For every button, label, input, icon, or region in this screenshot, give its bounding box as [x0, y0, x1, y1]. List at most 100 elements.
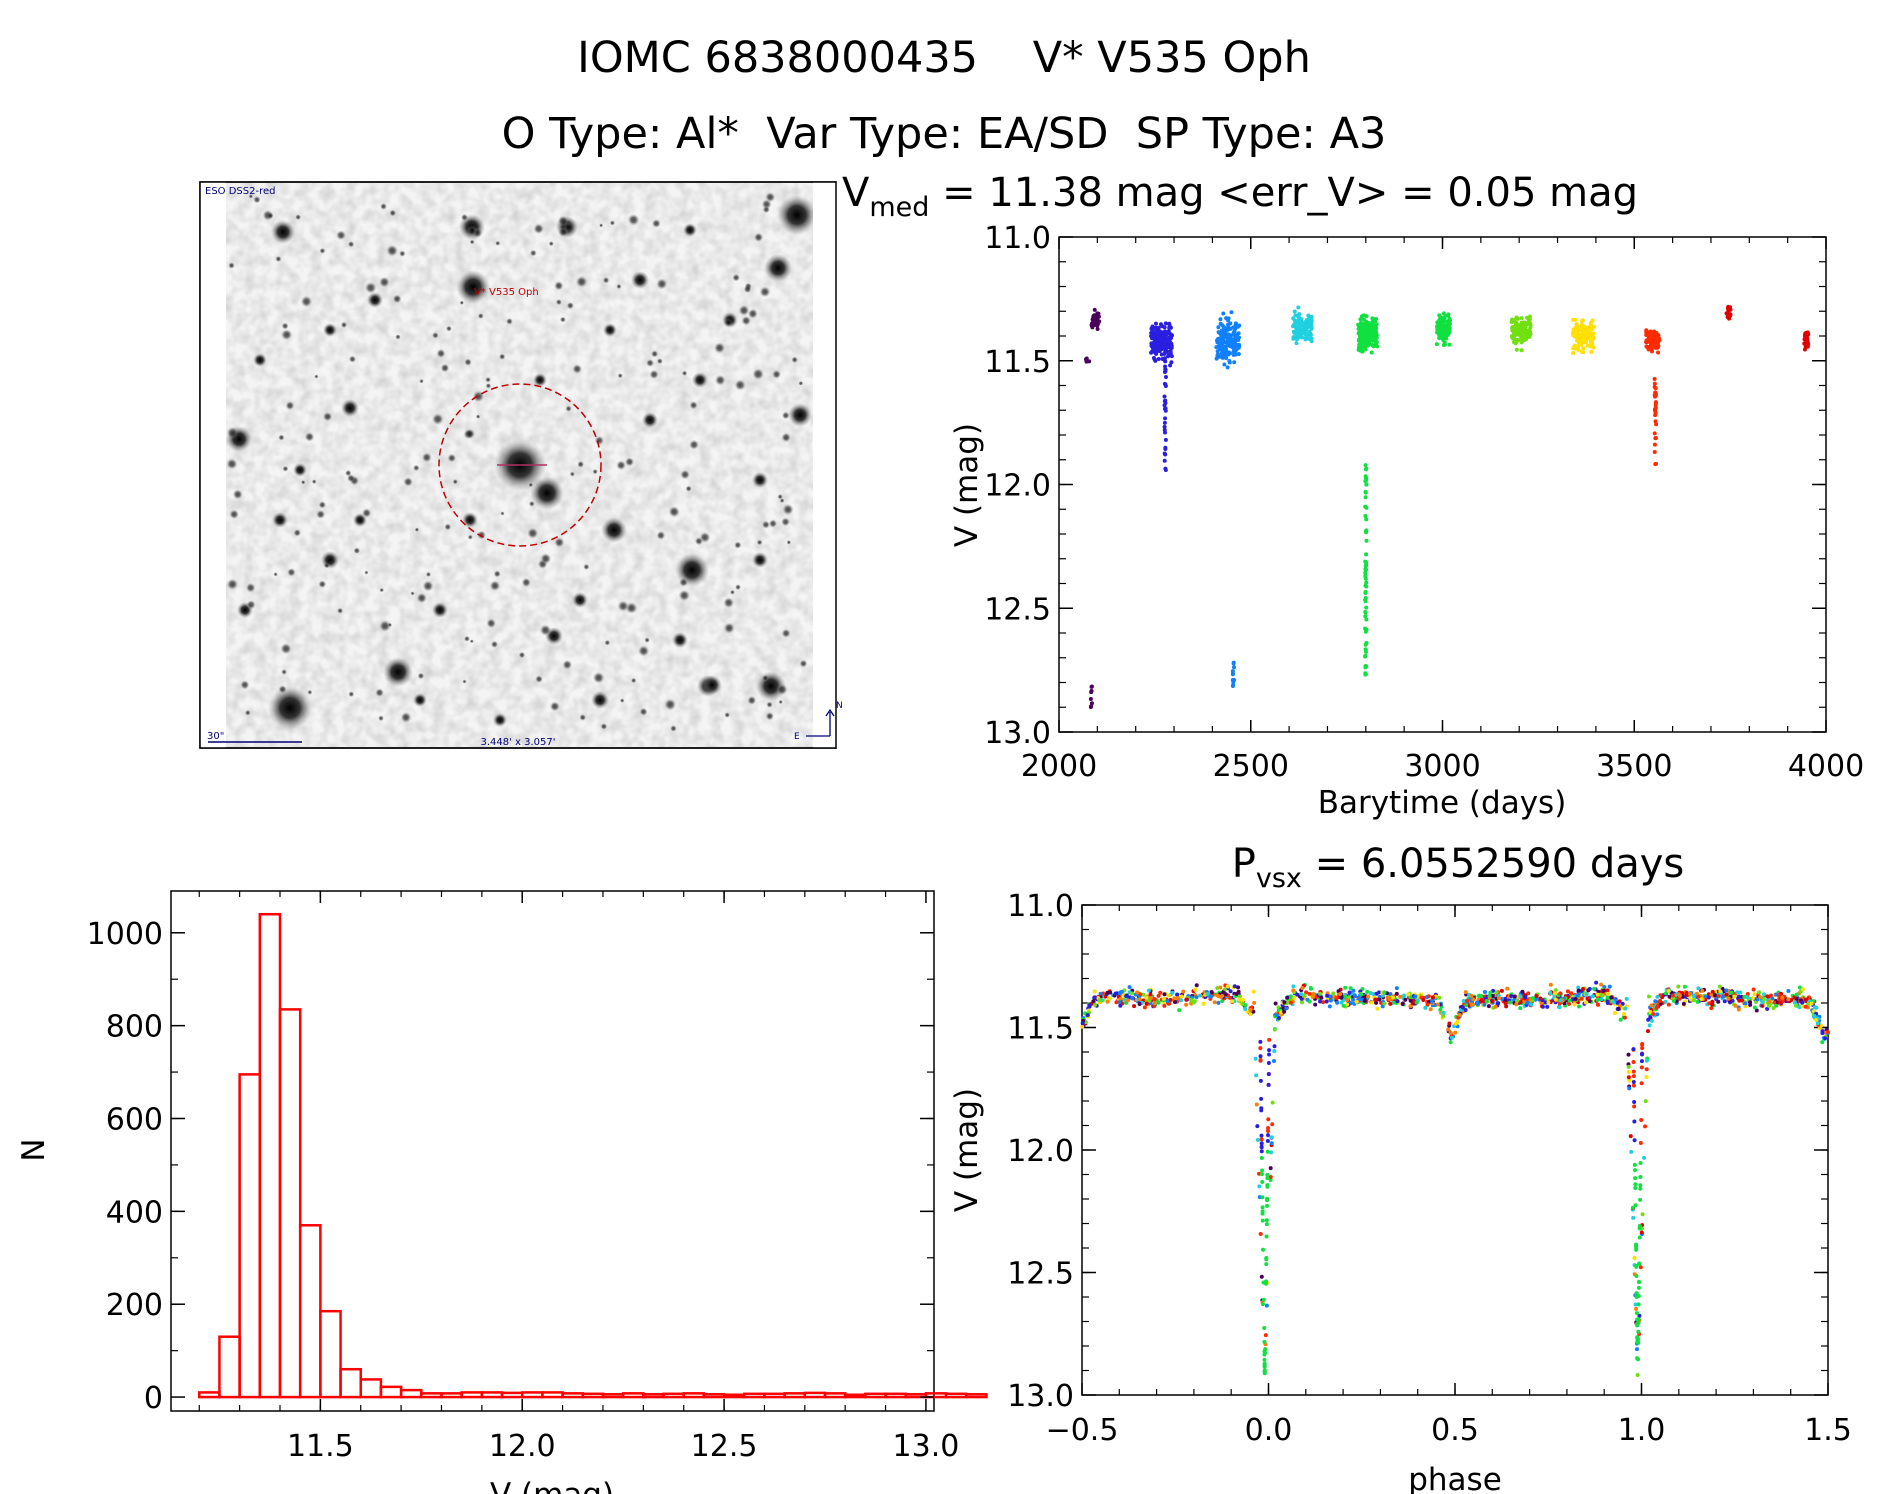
faint-star: [743, 285, 752, 294]
histogram-bar: [884, 1392, 907, 1399]
phased-point: [1575, 993, 1580, 998]
light-curve-point: [1237, 342, 1242, 347]
faint-star: [387, 622, 393, 627]
finder-target-label: V* V535 Oph: [474, 287, 539, 298]
faint-star: [650, 350, 659, 358]
phased-point: [1545, 1004, 1550, 1009]
phased-point: [1626, 1064, 1631, 1069]
phased-point: [1237, 997, 1242, 1002]
finder-scale-label: 30": [207, 731, 224, 742]
phased-eclipse-point: [1260, 1168, 1265, 1173]
phased-point: [1138, 992, 1143, 997]
phased-point: [1406, 992, 1411, 997]
faint-star: [617, 600, 629, 612]
phased-eclipse-point: [1258, 1058, 1263, 1063]
finder-chart: ESO DSS2-red V* V535 Oph 30" 3.448' x 3.…: [199, 181, 843, 749]
phased-point: [1092, 995, 1097, 1000]
y-tick-label: 600: [106, 1103, 163, 1138]
phased-point: [1177, 1008, 1182, 1013]
y-tick-label: 11.5: [984, 345, 1051, 380]
phased-point: [1695, 999, 1700, 1004]
phased-point: [1463, 1008, 1468, 1013]
phased-point: [1612, 1011, 1617, 1016]
light-curve-point: [1573, 330, 1578, 335]
field-star: [530, 476, 564, 510]
phased-point: [1767, 999, 1772, 1004]
phased-point: [1590, 994, 1595, 999]
phased-point: [1814, 1018, 1819, 1023]
faint-star: [307, 689, 313, 695]
phased-point: [1243, 1003, 1248, 1008]
light-curve-eclipse-point: [1162, 458, 1167, 463]
light-curve-point: [1160, 333, 1165, 338]
light-curve-point: [1236, 352, 1241, 357]
phased-point: [1724, 992, 1729, 997]
phased-point: [1351, 988, 1356, 993]
phased-point: [1448, 1030, 1453, 1035]
light-curve-point: [1214, 356, 1219, 361]
faint-star: [540, 553, 552, 565]
phased-point: [1644, 1075, 1649, 1080]
light-curve-point: [1442, 342, 1447, 347]
faint-star: [549, 701, 560, 712]
light-curve-point: [1215, 338, 1220, 343]
faint-star: [572, 364, 583, 374]
phased-point: [1274, 1013, 1279, 1018]
light-curve-point: [1512, 318, 1517, 323]
faint-star: [419, 378, 424, 384]
phased-point: [1390, 995, 1395, 1000]
y-tick-label: 11.5: [1007, 1012, 1074, 1047]
phased-axes: −0.5 0.0 0.5 1.0 1.5 11.0 11.5 12.0 12.5 13.0: [1007, 889, 1852, 1448]
phased-point: [1288, 1000, 1293, 1005]
light-curve-eclipse-point: [1363, 589, 1368, 594]
phased-point: [1254, 1073, 1259, 1078]
phased-point: [1595, 997, 1600, 1002]
light-curve-point: [1576, 326, 1581, 331]
phased-point: [1269, 1141, 1274, 1146]
x-tick-label: 4000: [1788, 749, 1864, 784]
phased-point: [1531, 996, 1536, 1001]
phased-point: [1712, 993, 1717, 998]
faint-star: [681, 370, 688, 377]
phased-point: [1392, 1000, 1397, 1005]
phased-eclipse-point: [1631, 1080, 1636, 1085]
phased-point: [1302, 993, 1307, 998]
phased-eclipse-point: [1636, 1302, 1641, 1307]
phased-point: [1179, 994, 1184, 999]
phased-point: [1611, 1000, 1616, 1005]
light-curve-title-subscript: med: [869, 192, 929, 223]
phased-eclipse-point: [1262, 1326, 1267, 1331]
phased-eclipse-point: [1638, 1140, 1643, 1145]
light-curve-eclipse-point: [1089, 684, 1094, 689]
phased-eclipse-point: [1631, 1074, 1636, 1079]
phased-point: [1319, 995, 1324, 1000]
phased-point: [1428, 1007, 1433, 1012]
faint-star: [630, 677, 637, 684]
phased-point: [1380, 993, 1385, 998]
phased-point: [1681, 1001, 1686, 1006]
light-curve-eclipse-point: [1652, 376, 1657, 381]
light-curve-point: [1725, 315, 1730, 320]
phased-eclipse-point: [1261, 1297, 1266, 1302]
phased-point: [1797, 985, 1802, 990]
faint-star: [562, 659, 573, 670]
phased-point: [1216, 1000, 1221, 1005]
light-curve-point: [1726, 304, 1731, 309]
light-curve-point: [1309, 320, 1314, 325]
phased-point: [1469, 1002, 1474, 1007]
phased-eclipse-point: [1259, 1156, 1264, 1161]
faint-star: [464, 428, 476, 440]
phased-point: [1388, 1001, 1393, 1006]
light-curve-point: [1585, 343, 1590, 348]
light-curve-point: [1163, 321, 1168, 326]
faint-star: [656, 530, 666, 540]
histogram-bar: [541, 1391, 564, 1399]
phased-eclipse-point: [1633, 1176, 1638, 1181]
phased-point: [1655, 994, 1660, 999]
phased-point: [1752, 1005, 1757, 1010]
phased-point: [1752, 992, 1757, 997]
phased-point: [1488, 990, 1493, 995]
phased-eclipse-point: [1632, 1104, 1637, 1109]
phased-eclipse-point: [1631, 1060, 1636, 1065]
faint-star: [646, 358, 655, 368]
